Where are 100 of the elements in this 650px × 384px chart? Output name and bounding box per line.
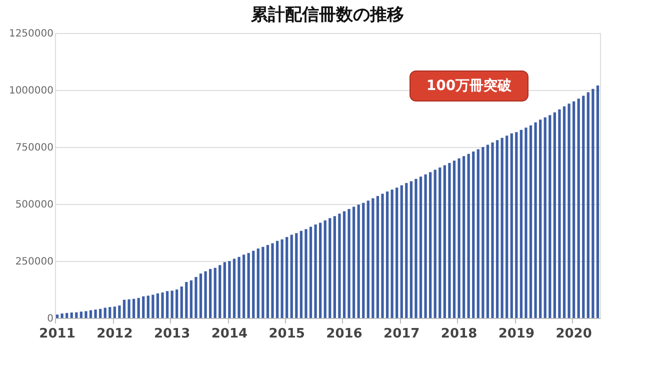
bar: [176, 290, 178, 318]
bar: [156, 293, 160, 318]
y-tick-label: 750000: [15, 142, 54, 154]
x-tick-label: 2015: [268, 326, 305, 342]
bar: [161, 292, 164, 318]
bar: [362, 202, 365, 318]
bar: [94, 310, 97, 318]
bar: [122, 300, 126, 318]
bar: [113, 306, 116, 318]
bar: [152, 294, 154, 318]
x-tick-label: 2011: [39, 326, 76, 342]
bar: [539, 120, 542, 318]
bar: [66, 312, 68, 318]
x-tick-label: 2019: [498, 326, 535, 342]
y-tick-label: 250000: [15, 256, 54, 268]
bar: [80, 312, 82, 318]
bar: [458, 158, 460, 318]
bar: [185, 282, 188, 318]
bar: [510, 133, 513, 318]
bar: [506, 136, 508, 318]
bar: [256, 248, 260, 318]
x-tick-label: 2016: [326, 326, 362, 342]
bar: [534, 122, 537, 318]
bar: [232, 258, 236, 318]
bar: [568, 104, 570, 318]
bar: [108, 307, 112, 318]
x-tick-label: 2018: [440, 326, 478, 342]
bar: [223, 262, 226, 318]
bar: [266, 245, 270, 318]
bar: [180, 286, 183, 318]
bar: [333, 216, 336, 318]
bar: [452, 160, 456, 318]
bar: [372, 198, 374, 318]
bar: [84, 311, 88, 318]
bar: [596, 85, 600, 318]
bar: [520, 130, 523, 318]
bar: [166, 291, 169, 318]
bar: [553, 112, 556, 318]
bar: [199, 274, 202, 318]
bar: [300, 230, 303, 318]
bar: [386, 191, 389, 318]
bar: [515, 132, 518, 318]
bar: [491, 142, 494, 318]
bar: [209, 268, 212, 318]
bar: [170, 290, 174, 318]
bar: [214, 268, 216, 318]
bar: [242, 254, 246, 318]
bar: [429, 172, 432, 318]
bar: [319, 222, 322, 318]
bar: [247, 253, 250, 318]
bar: [104, 308, 106, 318]
bar: [582, 96, 585, 318]
y-tick-label: 1000000: [8, 86, 54, 96]
bar: [218, 265, 222, 318]
bar: [577, 98, 580, 318]
bar: [128, 299, 130, 318]
bar: [586, 92, 590, 318]
bar: [276, 240, 279, 318]
bar: [118, 305, 121, 318]
bar: [434, 170, 436, 318]
bar: [476, 149, 480, 318]
bar: [562, 106, 566, 318]
bar: [438, 168, 442, 318]
bar: [342, 211, 346, 318]
bar: [271, 243, 274, 318]
x-tick-label: 2014: [211, 326, 248, 342]
x-tick-label: 2013: [154, 326, 190, 342]
bar: [228, 261, 231, 318]
bar: [529, 125, 532, 318]
bar: [381, 194, 384, 318]
bar: [467, 154, 470, 318]
bar: [280, 239, 284, 318]
bar: [500, 138, 504, 318]
bar: [262, 246, 264, 318]
bar: [60, 313, 64, 318]
y-tick-label: 500000: [15, 200, 54, 210]
bar: [419, 176, 422, 318]
bar: [99, 308, 102, 318]
bar: [304, 229, 308, 318]
bar: [132, 298, 136, 318]
bar: [592, 88, 594, 318]
bar: [410, 181, 413, 318]
bar: [75, 312, 78, 318]
bar: [314, 224, 317, 318]
bar: [390, 190, 394, 318]
bar: [558, 109, 561, 318]
bar: [89, 310, 92, 318]
bar: [472, 152, 475, 318]
bar: [328, 218, 332, 318]
x-tick-label: 2017: [384, 326, 420, 342]
bar: [400, 185, 403, 318]
bar: [443, 165, 446, 318]
bar: [352, 206, 356, 318]
bar: [142, 296, 145, 318]
y-tick-label: 0: [47, 314, 54, 324]
chart-title: 累計配信冊数の推移: [250, 5, 404, 25]
bar: [376, 196, 380, 318]
bar: [146, 296, 150, 318]
bar: [204, 271, 207, 318]
bar: [544, 117, 546, 318]
